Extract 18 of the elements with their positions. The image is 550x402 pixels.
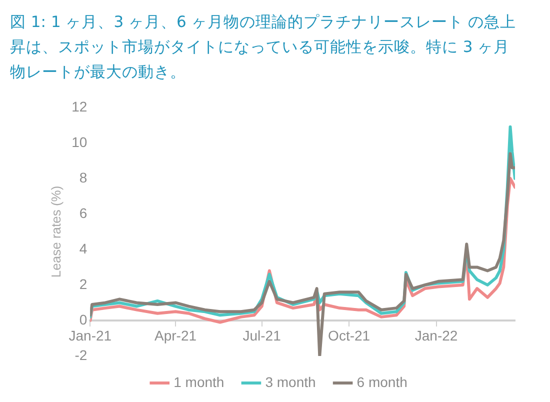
y-tick-label: 12 xyxy=(72,98,88,114)
y-tick-label: 6 xyxy=(79,204,88,221)
legend-label: 3 month xyxy=(265,374,316,390)
x-tick-label: Jul-21 xyxy=(242,328,282,344)
y-tick-label: 10 xyxy=(72,134,88,150)
legend-label: 1 month xyxy=(174,374,224,390)
y-tick-label: 8 xyxy=(79,169,88,186)
chart-title: 図 1: 1 ヶ月、3 ヶ月、6 ヶ月物の理論的プラチナリースレート の急上昇は、スポット市場がタイトになっている可能性を示唆。特に 3 ヶ月物レートが最大の動き。 xyxy=(10,12,518,83)
x-tick-label: Oct-21 xyxy=(328,328,370,344)
legend-label: 6 month xyxy=(356,374,408,390)
x-tick-label: Jan-22 xyxy=(414,328,458,344)
y-tick-label: -2 xyxy=(74,346,88,363)
y-tick-label: 2 xyxy=(79,276,88,292)
x-tick-label: Apr-21 xyxy=(154,328,197,344)
y-tick-label: 4 xyxy=(79,240,88,256)
y-tick-label: 0 xyxy=(79,311,88,328)
y-axis-title: Lease rates (%) xyxy=(48,186,64,278)
x-tick-label: Jan-21 xyxy=(68,328,112,344)
